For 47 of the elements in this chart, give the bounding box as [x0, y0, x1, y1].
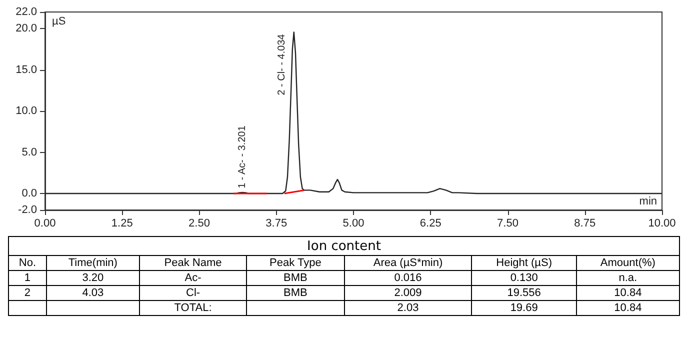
x-tick-label: 2.50 — [188, 218, 210, 230]
text: Area (µS*min) — [344, 256, 472, 270]
text: 0.016 — [344, 270, 472, 286]
x-axis-title: min — [639, 196, 658, 208]
text: No. — [8, 256, 46, 270]
x-tick-label: 3.75 — [266, 218, 288, 230]
text: 2.03 — [344, 300, 472, 316]
text: Time(min) — [46, 256, 140, 270]
y-tick-label: -2.0 — [18, 204, 37, 216]
x-tick-label: 1.25 — [111, 218, 133, 230]
text: 2 — [8, 286, 46, 300]
text: 3.20 — [46, 270, 140, 286]
x-tick-label: 7.50 — [497, 218, 518, 230]
x-tick-label: 0.00 — [34, 218, 56, 230]
y-tick-label: 10.0 — [16, 105, 37, 117]
y-axis-title: µS — [52, 16, 66, 28]
y-tick-label: 15.0 — [16, 64, 37, 76]
text: 10.84 — [576, 286, 680, 300]
text: Ac- — [139, 270, 247, 286]
text: Peak Type — [246, 256, 344, 270]
x-tick-label: 5.00 — [342, 218, 364, 230]
x-tick-label: 8.75 — [574, 218, 596, 230]
x-tick-label: 6.25 — [420, 218, 442, 230]
text: Cl- — [139, 286, 247, 300]
text: Ion content — [8, 236, 680, 256]
x-tick-label: 10.00 — [648, 218, 676, 230]
text: 2.009 — [344, 286, 472, 300]
annotation: 2 - Cl- - 4.034 — [276, 34, 288, 96]
y-tick-label: 20.0 — [16, 22, 37, 34]
text: Peak Name — [139, 256, 247, 270]
y-tick-label: 22.0 — [16, 6, 37, 18]
text: 19.556 — [472, 286, 576, 300]
text: TOTAL: — [139, 300, 247, 316]
y-tick-label: 0.0 — [22, 188, 37, 200]
text: 0.130 — [472, 270, 576, 286]
text: 4.03 — [46, 286, 140, 300]
text: 19.69 — [472, 300, 576, 316]
text: BMB — [246, 286, 344, 300]
y-tick-label: 5.0 — [22, 146, 37, 158]
text: 1 — [8, 270, 46, 286]
line-series — [44, 32, 663, 194]
text: n.a. — [576, 270, 680, 286]
text: Height (µS) — [472, 256, 576, 270]
text: BMB — [246, 270, 344, 286]
text: 10.84 — [576, 300, 680, 316]
text: Amount(%) — [576, 256, 680, 270]
annotation: 1 - Ac- - 3.201 — [237, 125, 248, 188]
